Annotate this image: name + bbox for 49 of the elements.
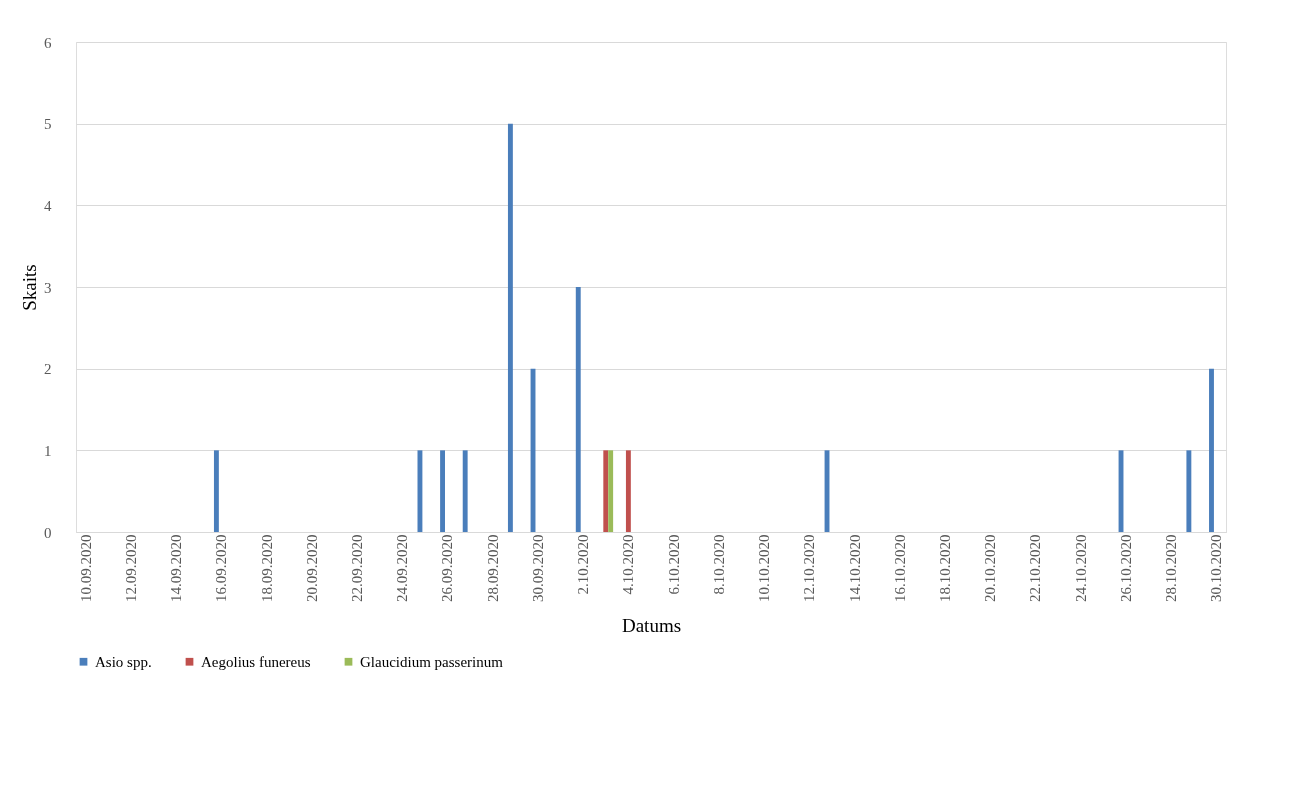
bar [1186, 450, 1192, 532]
bar [603, 450, 609, 532]
x-tick-label: 18.09.2020 [258, 534, 275, 602]
bar [575, 287, 581, 532]
x-tick-label: 30.10.2020 [1208, 534, 1225, 602]
bar [440, 450, 446, 532]
x-tick-label: 28.10.2020 [1163, 534, 1180, 602]
y-tick-label: 3 [44, 279, 52, 296]
x-tick-label: 2.10.2020 [575, 534, 592, 595]
y-tick-label: 4 [44, 197, 52, 214]
bar [213, 450, 219, 532]
x-tick-label: 22.09.2020 [349, 534, 365, 602]
x-tick-label: 16.09.2020 [213, 534, 230, 602]
legend-label: Asio spp. [95, 653, 152, 670]
x-tick-label: 10.10.2020 [756, 534, 773, 602]
bar [1209, 368, 1214, 532]
x-tick-label: 18.10.2020 [937, 534, 953, 602]
legend-label: Glaucidium passerinum [360, 653, 504, 670]
bar [507, 123, 513, 532]
y-tick-label: 1 [44, 442, 52, 459]
y-tick-label: 6 [44, 34, 52, 51]
x-tick-label: 6.10.2020 [665, 534, 682, 595]
x-tick-label: 30.09.2020 [529, 534, 546, 602]
x-tick-label: 14.10.2020 [846, 534, 863, 602]
x-tick-label: 4.10.2020 [620, 534, 637, 595]
bar [608, 450, 614, 532]
x-axis-title: Datums [621, 615, 682, 636]
legend-label: Aegolius funereus [201, 653, 311, 670]
x-tick-label: 10.09.2020 [77, 534, 94, 602]
x-tick-label: 20.10.2020 [982, 534, 999, 602]
x-tick-label: 26.10.2020 [1117, 534, 1134, 602]
x-tick-label: 22.10.2020 [1027, 534, 1044, 602]
x-tick-label: 28.09.2020 [484, 534, 501, 602]
bar [417, 450, 423, 532]
x-tick-label: 12.10.2020 [801, 534, 818, 602]
bar [625, 450, 631, 532]
x-tick-label: 16.10.2020 [891, 534, 908, 602]
x-tick-label: 12.09.2020 [122, 534, 139, 602]
y-tick-label: 5 [44, 116, 52, 133]
x-tick-label: 26.09.2020 [439, 534, 456, 602]
y-tick-label: 0 [44, 524, 52, 541]
y-axis-title: Skaits [19, 264, 40, 311]
y-tick-label: 2 [44, 361, 52, 378]
x-tick-label: 24.10.2020 [1072, 534, 1089, 602]
x-tick-label: 14.09.2020 [168, 534, 185, 602]
bar [462, 450, 468, 532]
x-tick-label: 8.10.2020 [710, 534, 727, 595]
x-tick-label: 20.09.2020 [303, 534, 320, 602]
x-tick-label: 24.09.2020 [394, 534, 411, 602]
